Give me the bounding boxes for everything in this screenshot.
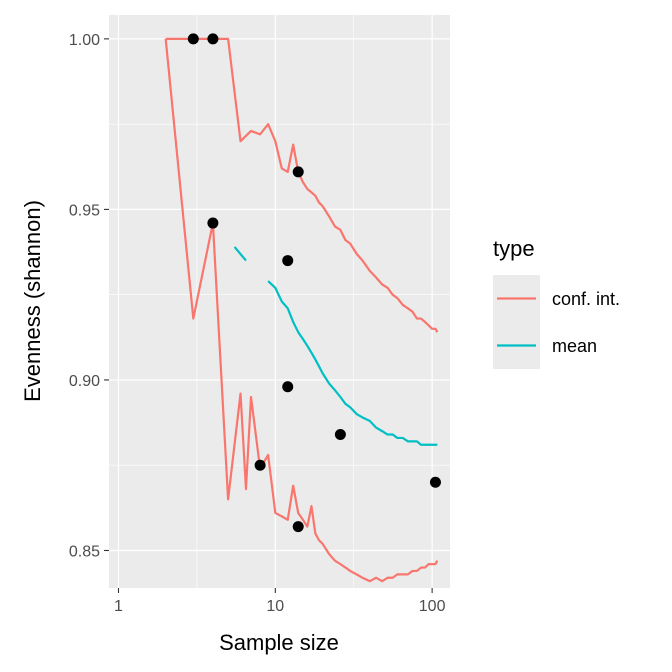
x-axis-title: Sample size <box>219 630 339 655</box>
data-point <box>282 381 294 393</box>
legend-title: type <box>493 236 535 261</box>
y-tick-label: 0.90 <box>69 373 100 390</box>
data-point <box>429 476 441 488</box>
plot-panel <box>109 15 450 588</box>
x-tick-label: 1 <box>114 598 123 615</box>
data-point <box>207 217 219 229</box>
data-point <box>292 166 304 178</box>
y-tick-label: 0.85 <box>69 543 100 560</box>
x-axis-ticks: 1 10 100 <box>114 588 446 615</box>
data-point <box>254 459 266 471</box>
y-axis-ticks: 0.85 0.90 0.95 1.00 <box>69 32 109 560</box>
series-line-mean-2 <box>233 246 247 262</box>
x-tick-label: 10 <box>266 598 284 615</box>
data-point <box>207 33 219 45</box>
data-point <box>334 429 346 441</box>
series-line-mean-3 <box>267 280 438 446</box>
series-line-conf-int-0 <box>165 37 439 333</box>
x-tick-label: 100 <box>419 598 446 615</box>
y-tick-label: 1.00 <box>69 32 100 49</box>
y-tick-label: 0.95 <box>69 202 100 219</box>
legend: type conf. int. mean <box>493 236 620 369</box>
legend-label-mean: mean <box>552 336 597 356</box>
data-point <box>292 521 304 533</box>
y-axis-title: Evenness (shannon) <box>20 200 45 402</box>
data-points <box>187 33 441 533</box>
data-point <box>187 33 199 45</box>
legend-label-conf-int: conf. int. <box>552 289 620 309</box>
data-point <box>282 255 294 267</box>
